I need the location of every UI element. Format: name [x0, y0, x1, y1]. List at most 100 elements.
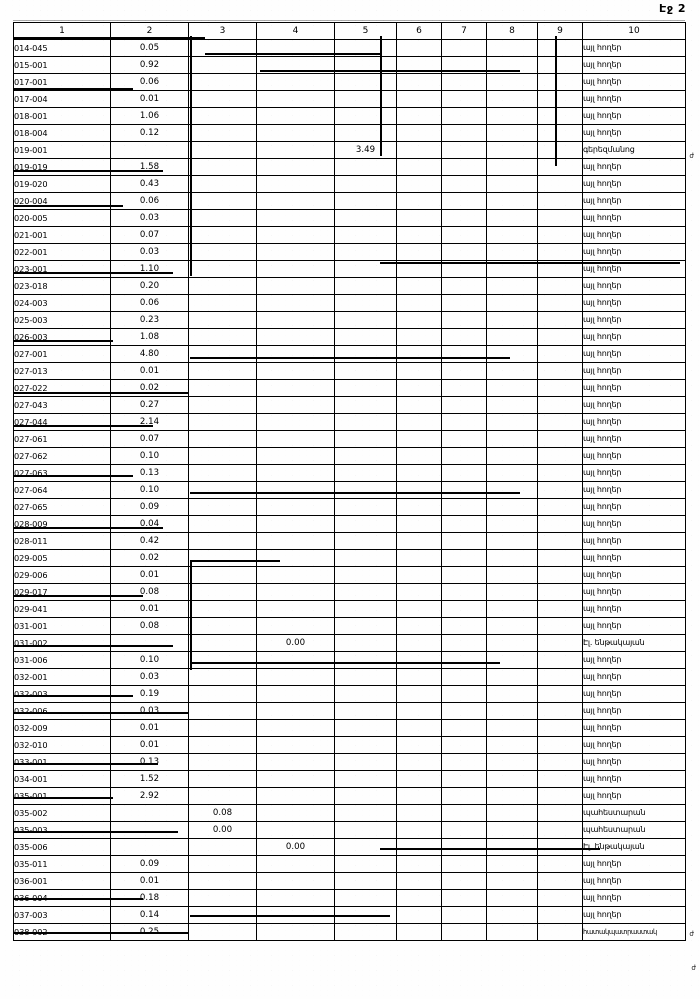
cell-parcel-code: 036-001: [13, 872, 111, 890]
cell-value-col2: 1.08: [110, 328, 189, 346]
cell-value-col7: [441, 821, 487, 839]
cell-value-col9: [537, 906, 583, 924]
cell-value-col7: [441, 464, 487, 482]
cell-value-col4: [256, 515, 335, 533]
table-row: 017-001 0.06 այլ հողեր: [13, 73, 686, 91]
cell-value-col2: 0.06: [110, 73, 189, 91]
cell-value-col3: [188, 379, 257, 397]
cell-value-col5: [334, 158, 397, 176]
cell-value-col2: 0.13: [110, 753, 189, 771]
cell-value-col8: [486, 498, 538, 516]
cell-value-col3: [188, 702, 257, 720]
cell-value-col4: [256, 430, 335, 448]
cell-value-col6: [396, 855, 442, 873]
cell-value-col7: [441, 719, 487, 737]
column-header-4: 4: [256, 22, 335, 40]
column-header-9: 9: [537, 22, 583, 40]
cell-value-col8: [486, 923, 538, 941]
cell-value-col3: [188, 56, 257, 74]
cell-value-col7: [441, 73, 487, 91]
cell-land-use-label: այլ հողեր: [582, 430, 686, 448]
cell-value-col9: [537, 311, 583, 329]
cell-value-col4: [256, 124, 335, 142]
cell-value-col3: [188, 651, 257, 669]
cell-value-col2: 0.01: [110, 719, 189, 737]
cell-value-col7: [441, 838, 487, 856]
cell-parcel-code: 028-009: [13, 515, 111, 533]
table-row: 027-062 0.10 այլ հողեր: [13, 447, 686, 465]
cell-value-col5: 3.49: [334, 141, 397, 159]
cell-value-col9: [537, 685, 583, 703]
table-row: 029-006 0.01 այլ հողեր: [13, 566, 686, 584]
cell-parcel-code: 020-005: [13, 209, 111, 227]
cell-value-col7: [441, 413, 487, 431]
cell-value-col7: [441, 362, 487, 380]
cell-value-col9: [537, 243, 583, 261]
cell-value-col5: [334, 90, 397, 108]
cell-value-col5: [334, 634, 397, 652]
cell-value-col2: 0.01: [110, 600, 189, 618]
cell-value-col8: [486, 702, 538, 720]
cell-parcel-code: 027-065: [13, 498, 111, 516]
cell-value-col2: 1.58: [110, 158, 189, 176]
cell-value-col6: [396, 464, 442, 482]
cell-value-col7: [441, 226, 487, 244]
table-row: 019-001 3.49 գերեզմանոց: [13, 141, 686, 159]
table-row: 027-013 0.01 այլ հողեր: [13, 362, 686, 380]
cell-land-use-label: այլ հողեր: [582, 702, 686, 720]
cell-value-col8: [486, 430, 538, 448]
cell-value-col2: 0.01: [110, 736, 189, 754]
cell-parcel-code: 031-001: [13, 617, 111, 635]
cell-value-col9: [537, 889, 583, 907]
cell-value-col2: 0.23: [110, 311, 189, 329]
cell-value-col9: [537, 396, 583, 414]
cell-value-col3: [188, 90, 257, 108]
cell-value-col7: [441, 566, 487, 584]
table-row: 035-002 0.08 պահեստարան: [13, 804, 686, 822]
cell-parcel-code: 024-003: [13, 294, 111, 312]
cell-value-col7: [441, 447, 487, 465]
cell-value-col9: [537, 141, 583, 159]
cell-value-col3: [188, 107, 257, 125]
cell-value-col6: [396, 311, 442, 329]
cell-value-col7: [441, 668, 487, 686]
table-row: 023-001 1.10 այլ հողեր: [13, 260, 686, 278]
table-row: 033-001 0.13 այլ հողեր: [13, 753, 686, 771]
cell-value-col9: [537, 413, 583, 431]
cell-value-col9: [537, 498, 583, 516]
cell-value-col7: [441, 90, 487, 108]
cell-value-col7: [441, 872, 487, 890]
cell-value-col9: [537, 90, 583, 108]
cell-value-col3: [188, 294, 257, 312]
cell-value-col6: [396, 209, 442, 227]
cell-value-col2: 0.10: [110, 447, 189, 465]
cell-value-col7: [441, 39, 487, 57]
cell-value-col6: [396, 192, 442, 210]
cell-value-col6: [396, 651, 442, 669]
cell-value-col4: [256, 668, 335, 686]
cell-value-col7: [441, 770, 487, 788]
table-row: 025-003 0.23 այլ հողեր: [13, 311, 686, 329]
cell-land-use-label: այլ հողեր: [582, 379, 686, 397]
cell-value-col4: [256, 226, 335, 244]
cell-value-col3: [188, 141, 257, 159]
cell-land-use-label: այլ հողեր: [582, 90, 686, 108]
cell-value-col3: [188, 600, 257, 618]
cell-value-col3: [188, 838, 257, 856]
cell-parcel-code: 017-004: [13, 90, 111, 108]
cell-land-use-label: այլ հողեր: [582, 294, 686, 312]
table-row: 032-010 0.01 այլ հողեր: [13, 736, 686, 754]
cell-value-col6: [396, 821, 442, 839]
table-row: 027-065 0.09 այլ հողեր: [13, 498, 686, 516]
cell-value-col2: 0.20: [110, 277, 189, 295]
cell-value-col9: [537, 515, 583, 533]
cell-parcel-code: 019-001: [13, 141, 111, 159]
cell-parcel-code: 018-001: [13, 107, 111, 125]
cell-land-use-label: այլ հողեր: [582, 464, 686, 482]
cell-value-col4: [256, 549, 335, 567]
cell-value-col8: [486, 141, 538, 159]
cell-value-col6: [396, 277, 442, 295]
cell-value-col6: [396, 889, 442, 907]
cell-value-col8: [486, 600, 538, 618]
cell-value-col6: [396, 923, 442, 941]
